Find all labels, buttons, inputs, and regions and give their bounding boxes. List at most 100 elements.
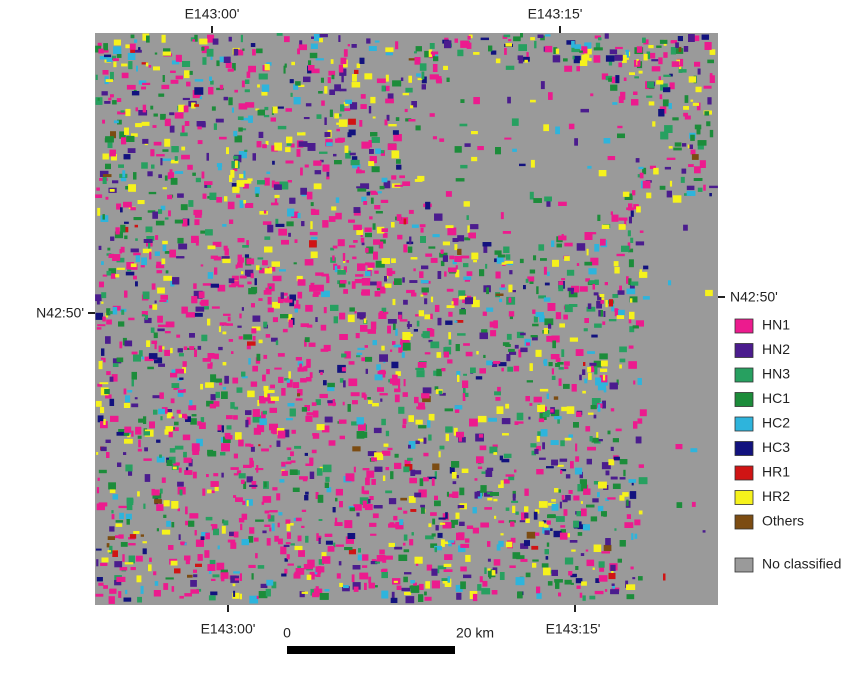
map-patch [156, 265, 164, 268]
map-patch [300, 378, 307, 382]
map-patch [627, 594, 635, 599]
map-patch [287, 448, 292, 451]
map-patch [493, 452, 497, 455]
map-patch [658, 57, 662, 64]
map-patch [544, 297, 551, 301]
map-patch [608, 459, 614, 465]
map-patch [145, 315, 148, 320]
map-patch [227, 323, 233, 325]
map-patch [605, 589, 607, 592]
map-patch [506, 66, 515, 70]
map-patch [343, 253, 345, 261]
map-patch [452, 301, 454, 305]
map-patch [317, 114, 322, 118]
map-patch [135, 427, 141, 435]
map-patch [549, 362, 553, 366]
map-patch [281, 574, 286, 577]
map-patch [232, 188, 239, 191]
map-patch [563, 58, 568, 61]
map-patch [102, 317, 105, 322]
map-patch [143, 105, 146, 113]
map-patch [394, 463, 401, 469]
map-patch [266, 172, 270, 174]
map-patch [582, 55, 590, 61]
map-patch [373, 513, 379, 518]
map-patch [212, 106, 216, 110]
map-patch [283, 329, 288, 332]
map-patch [427, 565, 432, 571]
map-patch [416, 73, 421, 76]
map-patch [531, 546, 538, 550]
map-patch [156, 221, 165, 226]
map-patch [633, 421, 637, 429]
map-patch [333, 154, 337, 157]
map-patch [447, 289, 453, 292]
map-patch [444, 40, 451, 48]
map-patch [536, 469, 543, 474]
map-patch [630, 491, 636, 499]
map-patch [195, 79, 204, 82]
map-patch [619, 224, 626, 230]
map-patch [425, 581, 430, 588]
map-patch [652, 121, 655, 126]
map-patch [352, 400, 358, 404]
map-patch [619, 365, 622, 369]
map-patch [287, 209, 294, 217]
map-patch [114, 120, 119, 123]
map-patch [333, 507, 336, 512]
map-patch [620, 477, 626, 479]
map-patch [498, 255, 506, 258]
map-patch [226, 147, 229, 154]
map-patch [402, 425, 406, 429]
map-patch [163, 159, 172, 161]
map-patch [110, 399, 115, 406]
map-patch [189, 400, 192, 405]
map-patch [635, 534, 638, 539]
map-patch [143, 292, 150, 300]
map-patch [234, 473, 238, 475]
map-patch [403, 467, 409, 473]
map-patch [327, 172, 330, 177]
map-patch [648, 45, 653, 48]
map-patch [339, 65, 343, 73]
map-patch [207, 153, 210, 161]
map-patch [706, 121, 710, 126]
map-patch [170, 373, 177, 377]
map-patch [237, 326, 241, 328]
map-patch [547, 520, 551, 524]
map-patch [213, 529, 219, 535]
map-patch [194, 219, 199, 225]
map-patch [193, 283, 196, 288]
map-patch [195, 530, 197, 535]
map-patch [212, 306, 220, 308]
map-patch [290, 409, 296, 417]
map-patch [272, 487, 277, 490]
map-patch [308, 65, 314, 71]
map-patch [228, 317, 231, 322]
map-patch [321, 101, 325, 106]
map-patch [246, 258, 254, 264]
map-patch [110, 150, 116, 157]
map-patch [698, 69, 701, 75]
map-patch [126, 136, 134, 142]
map-patch [186, 312, 195, 317]
map-patch [629, 217, 632, 224]
map-patch [445, 426, 453, 432]
map-patch [119, 342, 122, 349]
map-patch [143, 504, 145, 509]
map-patch [95, 194, 102, 198]
map-patch [586, 505, 595, 508]
map-patch [559, 323, 565, 327]
map-patch [554, 396, 558, 399]
map-patch [438, 271, 442, 279]
map-patch [499, 299, 502, 302]
map-patch [368, 263, 375, 268]
map-patch [294, 97, 301, 104]
map-patch [444, 271, 447, 276]
map-patch [124, 128, 129, 135]
map-patch [105, 136, 114, 142]
map-patch [353, 565, 361, 570]
map-patch [211, 284, 219, 288]
map-patch [221, 473, 223, 478]
map-patch [170, 126, 175, 133]
